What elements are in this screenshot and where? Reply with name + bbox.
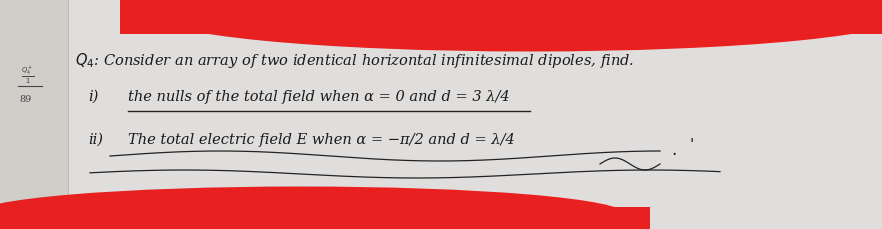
Text: the nulls of the total field when α = 0 and d = 3 λ/4: the nulls of the total field when α = 0 … — [128, 90, 510, 104]
Bar — [0, 207, 650, 229]
Text: ii): ii) — [88, 132, 103, 146]
Text: ': ' — [690, 137, 694, 152]
Text: 89: 89 — [20, 95, 32, 104]
Text: $Q_4$: Consider an array of two identical horizontal infinitesimal dipoles, find: $Q_4$: Consider an array of two identica… — [75, 50, 634, 69]
Text: $\frac{Q_4^+}{1}$: $\frac{Q_4^+}{1}$ — [21, 64, 35, 85]
Text: The total electric field E when α = −π/2 and d = λ/4: The total electric field E when α = −π/2… — [128, 132, 515, 146]
Text: i): i) — [88, 90, 99, 104]
Ellipse shape — [0, 187, 625, 229]
Text: .: . — [671, 140, 676, 158]
Bar — [120, 0, 882, 35]
Ellipse shape — [150, 0, 882, 52]
Bar — [0, 0, 68, 229]
